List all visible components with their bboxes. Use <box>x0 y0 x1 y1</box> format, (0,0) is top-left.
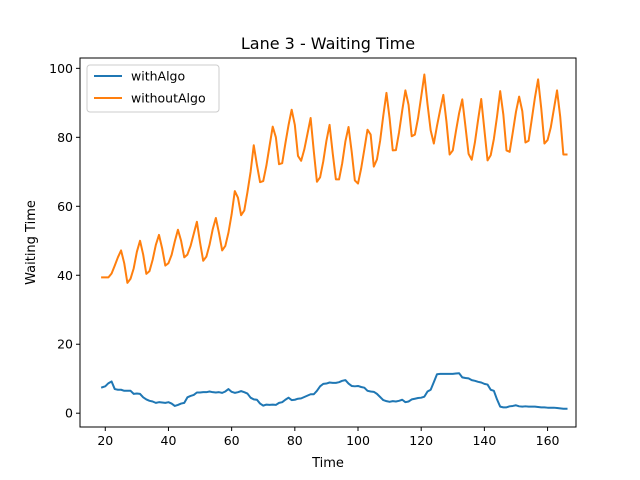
legend: withAlgo withoutAlgo <box>86 64 220 113</box>
x-tick-label: 60 <box>224 433 240 448</box>
x-axis: 20 40 60 80 100 120 140 160 <box>97 427 560 448</box>
y-axis: 0 20 40 60 80 100 <box>49 61 80 421</box>
y-tick-label: 80 <box>57 130 73 145</box>
x-tick-label: 40 <box>161 433 177 448</box>
chart-title: Lane 3 - Waiting Time <box>241 34 415 53</box>
x-tick-label: 120 <box>409 433 433 448</box>
x-tick-label: 20 <box>97 433 113 448</box>
y-axis-label: Waiting Time <box>24 200 39 285</box>
x-tick-label: 100 <box>346 433 370 448</box>
series-line-withalgo <box>100 372 568 410</box>
x-tick-label: 140 <box>472 433 496 448</box>
series-layer <box>100 73 568 410</box>
y-tick-label: 100 <box>49 61 73 76</box>
x-axis-label: Time <box>311 456 344 471</box>
plot-area-frame <box>79 57 577 428</box>
x-tick-label: 80 <box>287 433 303 448</box>
legend-label-withoutalgo: withoutAlgo <box>131 91 206 106</box>
y-tick-label: 20 <box>57 337 73 352</box>
series-line-withoutalgo <box>101 73 568 284</box>
x-tick-label: 160 <box>536 433 560 448</box>
y-tick-label: 0 <box>65 406 73 421</box>
y-tick-label: 40 <box>57 268 73 283</box>
legend-label-withalgo: withAlgo <box>131 69 185 84</box>
y-tick-label: 60 <box>57 199 73 214</box>
